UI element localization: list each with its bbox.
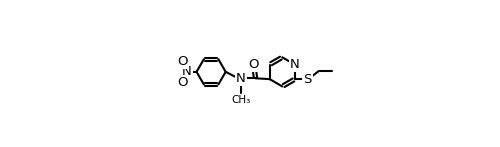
- Text: O: O: [178, 55, 188, 68]
- Text: N: N: [236, 72, 246, 85]
- Text: S: S: [303, 73, 312, 86]
- Text: CH₃: CH₃: [231, 95, 250, 105]
- Text: N: N: [290, 58, 300, 71]
- Text: O: O: [178, 76, 188, 89]
- Text: N: N: [182, 65, 192, 78]
- Text: O: O: [248, 58, 259, 71]
